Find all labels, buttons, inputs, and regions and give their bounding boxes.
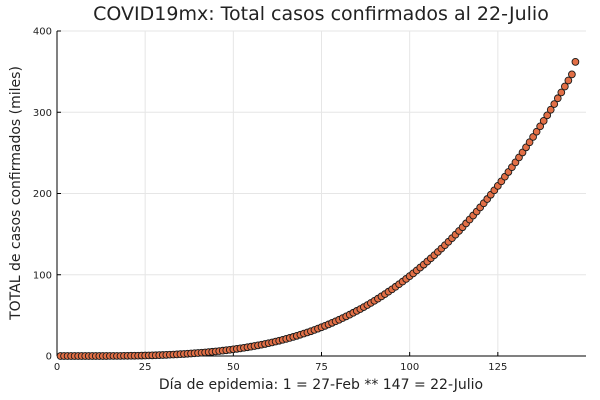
data-point xyxy=(518,148,527,157)
data-point xyxy=(571,58,580,66)
data-point xyxy=(529,133,537,141)
x-tick-label: 0 xyxy=(54,362,60,373)
data-point xyxy=(546,105,555,114)
data-point xyxy=(536,122,545,131)
x-tick-label: 50 xyxy=(227,362,240,373)
y-tick-label: 100 xyxy=(33,270,52,281)
data-point xyxy=(553,94,562,103)
x-axis-label: Día de epidemia: 1 = 27-Feb ** 147 = 22-… xyxy=(159,377,483,393)
x-tick-label: 100 xyxy=(400,362,419,373)
x-tick-label: 75 xyxy=(315,362,328,373)
y-tick-label: 400 xyxy=(33,27,52,38)
y-tick-label: 200 xyxy=(33,189,52,200)
data-point xyxy=(550,100,559,108)
y-tick-label: 0 xyxy=(46,352,52,363)
data-point xyxy=(525,138,534,147)
data-points xyxy=(56,58,580,360)
y-tick-label: 300 xyxy=(33,108,52,119)
data-point xyxy=(522,143,530,152)
data-point xyxy=(560,82,569,91)
data-point xyxy=(557,88,566,97)
ticks: 0 25 50 75 100 125 0 100 200 300 400 xyxy=(33,27,507,374)
data-point xyxy=(568,70,576,79)
x-tick-label: 125 xyxy=(488,362,507,373)
data-point xyxy=(539,117,548,125)
data-point xyxy=(564,76,573,85)
data-point xyxy=(543,111,552,120)
x-tick-label: 25 xyxy=(139,362,152,373)
data-point xyxy=(532,127,541,136)
grid xyxy=(56,30,586,357)
y-axis-label: TOTAL de casos confirmados (miles) xyxy=(8,66,24,321)
chart-title: COVID19mx: Total casos confirmados al 22… xyxy=(93,3,549,25)
